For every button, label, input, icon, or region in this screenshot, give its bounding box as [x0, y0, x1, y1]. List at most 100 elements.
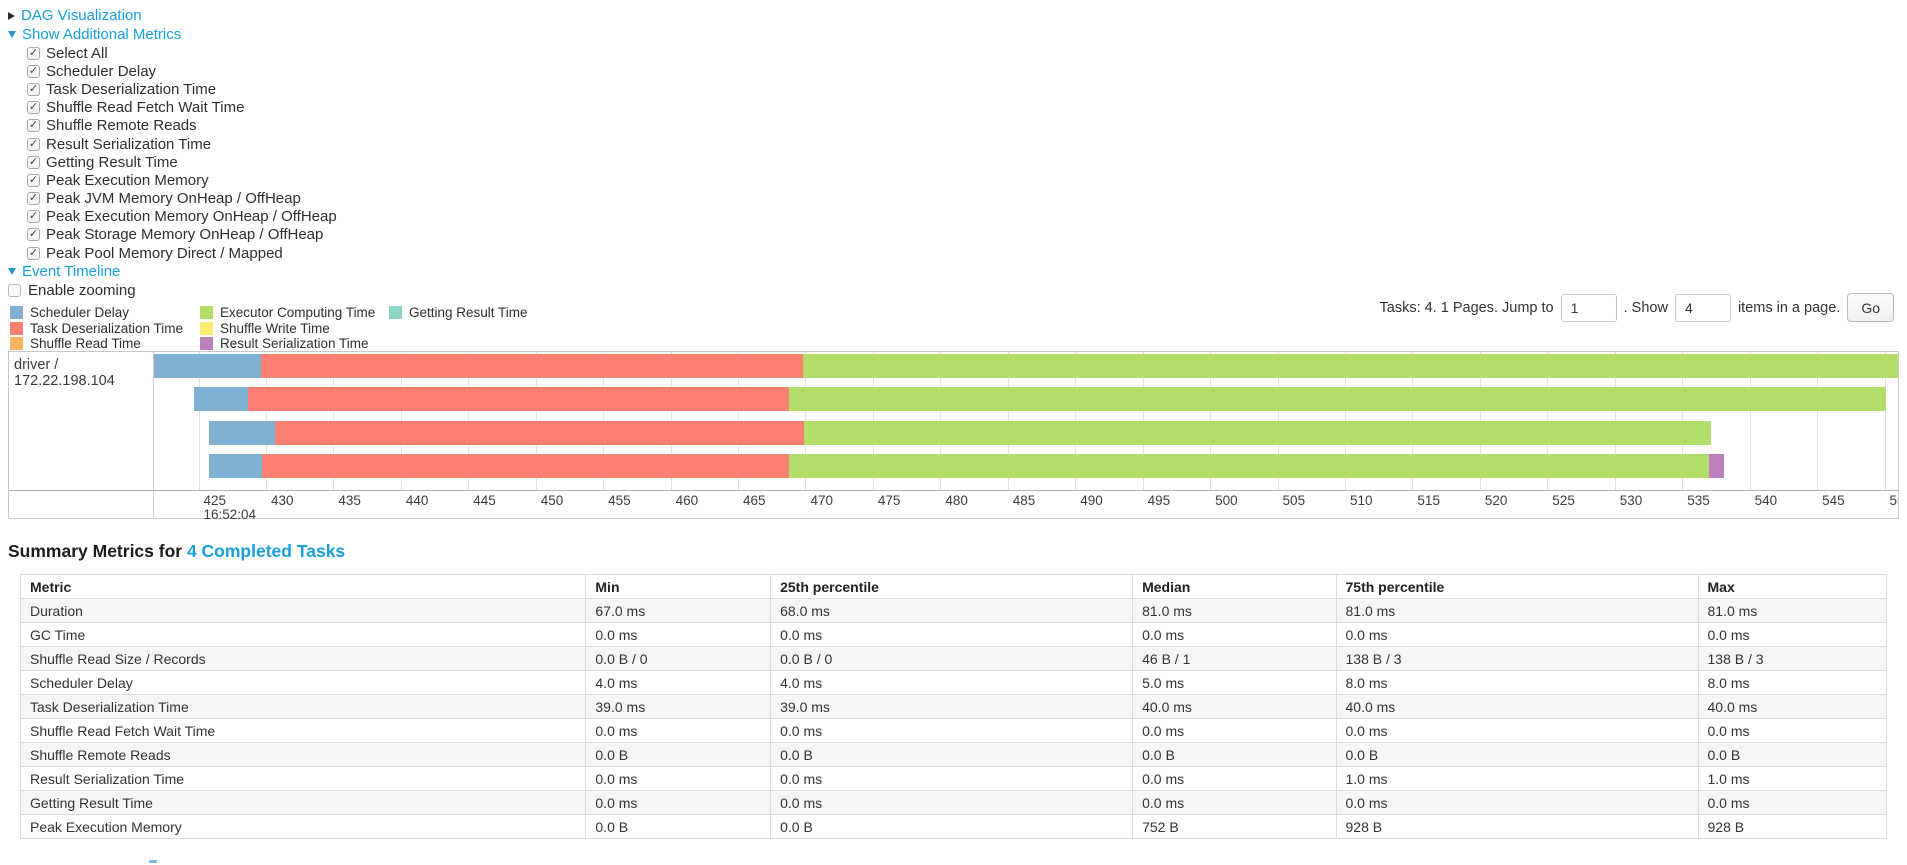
legend-item: Task Deserialization Time: [10, 321, 200, 336]
task-bar-segment[interactable]: [260, 354, 803, 379]
checkbox-icon[interactable]: ✓: [27, 64, 40, 78]
task-bar-segment[interactable]: [802, 354, 1898, 379]
task-bar-segment[interactable]: [248, 387, 790, 412]
checkbox-icon[interactable]: ✓: [27, 155, 40, 169]
metric-value-cell: 0.0 ms: [1697, 718, 1887, 744]
task-bar-segment[interactable]: [209, 421, 276, 446]
metric-checkbox-item[interactable]: ✓ Shuffle Remote Reads: [27, 117, 1907, 135]
table-row: Task Deserialization Time 39.0 ms 39.0 ms 4…: [19, 694, 1887, 720]
metric-value-cell: 0.0 B: [770, 814, 1134, 840]
legend-item-label: Task Deserialization Time: [30, 320, 184, 336]
event-timeline-toggle[interactable]: Event Timeline: [0, 262, 1907, 281]
checkbox-icon[interactable]: ✓: [27, 228, 40, 242]
metric-value-cell: 928 B: [1697, 814, 1887, 840]
metric-value-cell: 0.0 ms: [585, 718, 772, 744]
metric-value-cell: 0.0 B / 0: [770, 646, 1134, 672]
task-bar-segment[interactable]: [209, 454, 262, 479]
metric-checkbox-item[interactable]: ✓ Result Serialization Time: [27, 135, 1907, 153]
page-size-input[interactable]: [1674, 293, 1731, 322]
enable-zooming-label: Enable zooming: [28, 281, 136, 299]
jump-to-page-input[interactable]: [1560, 293, 1617, 322]
event-timeline-link[interactable]: Event Timeline: [22, 263, 121, 281]
dag-visualization-toggle[interactable]: DAG Visualization: [0, 6, 1907, 25]
task-bar-segment[interactable]: [789, 387, 1886, 412]
axis-tick-label: 485: [1012, 493, 1036, 509]
checkbox-icon[interactable]: ✓: [27, 101, 40, 115]
axis-tick-label: 445: [473, 493, 496, 509]
task-bar-segment[interactable]: [154, 354, 261, 379]
metric-checkbox-item[interactable]: ✓ Peak Execution Memory: [27, 171, 1907, 189]
table-row: Peak Execution Memory 0.0 B 0.0 B 752 B 928 …: [19, 814, 1887, 840]
go-button[interactable]: Go: [1847, 293, 1894, 323]
metric-value-cell: 39.0 ms: [770, 694, 1134, 720]
column-header: Median: [1132, 574, 1337, 600]
legend-item-label: Executor Computing Time: [220, 305, 376, 321]
metric-name-cell: Result Serialization Time: [19, 766, 587, 792]
summary-title-text: Summary Metrics for: [8, 541, 187, 562]
metric-checkbox-item[interactable]: ✓ Scheduler Delay: [27, 62, 1907, 80]
metric-name-cell: Shuffle Remote Reads: [19, 742, 587, 768]
task-bar-segment[interactable]: [275, 421, 805, 446]
metric-checkbox-item[interactable]: ✓ Peak Pool Memory Direct / Mapped: [27, 244, 1907, 262]
checkbox-icon[interactable]: ✓: [27, 137, 40, 151]
completed-tasks-link[interactable]: 4 Completed Tasks: [186, 541, 346, 562]
legend-swatch-icon: [10, 306, 23, 320]
metric-checkbox-label: Peak Execution Memory OnHeap / OffHeap: [46, 208, 337, 226]
checkbox-icon[interactable]: ✓: [27, 46, 40, 60]
table-row: GC Time 0.0 ms 0.0 ms 0.0 ms 0.0 ms 0.0 ms: [19, 622, 1887, 648]
checkbox-icon[interactable]: ✓: [27, 173, 40, 187]
metric-value-cell: 0.0 B: [585, 742, 772, 768]
metric-checkbox-item[interactable]: ✓ Peak JVM Memory OnHeap / OffHeap: [27, 190, 1907, 208]
dag-visualization-link[interactable]: DAG Visualization: [21, 7, 142, 24]
legend-swatch-icon: [10, 321, 23, 335]
task-bar-segment[interactable]: [804, 421, 1711, 446]
metric-checkbox-label: Shuffle Read Fetch Wait Time: [46, 99, 245, 117]
summary-metrics-table: Metric Min 25th percentile Median 75th perce…: [19, 574, 1887, 840]
metric-value-cell: 0.0 ms: [1697, 622, 1887, 648]
checkbox-icon[interactable]: ✓: [27, 210, 40, 224]
event-timeline-chart: driver / 172.22.198.104 425 430 435 440 445 4…: [8, 351, 1899, 520]
checkbox-icon[interactable]: ✓: [27, 246, 40, 260]
axis-tick-label: 425: [203, 493, 227, 509]
metric-checkbox-item[interactable]: ✓ Peak Execution Memory OnHeap / OffHeap: [27, 208, 1907, 226]
metric-checkbox-label: Scheduler Delay: [46, 62, 157, 80]
metric-checkbox-label: Peak JVM Memory OnHeap / OffHeap: [46, 190, 301, 208]
task-bar-segment[interactable]: [1709, 454, 1724, 479]
metric-value-cell: 40.0 ms: [1132, 694, 1337, 720]
show-additional-metrics-link[interactable]: Show Additional Metrics: [22, 26, 182, 43]
legend-item: Shuffle Write Time: [200, 321, 389, 336]
metric-checkbox-item[interactable]: ✓ Getting Result Time: [27, 153, 1907, 171]
checkbox-icon[interactable]: ✓: [27, 192, 40, 206]
legend-item-label: Getting Result Time: [409, 305, 528, 321]
legend-item-label: Shuffle Read Time: [30, 336, 141, 352]
metric-value-cell: 0.0 ms: [770, 718, 1134, 744]
metric-value-cell: 5.0 ms: [1132, 670, 1337, 696]
task-bar-segment[interactable]: [194, 387, 249, 412]
metric-checkbox-label: Select All: [46, 44, 108, 62]
metric-checkbox-item[interactable]: ✓ Task Deserialization Time: [27, 80, 1907, 98]
timeline-legend: Scheduler Delay Task Deserialization Time…: [10, 305, 528, 351]
metric-name-cell: Duration: [19, 598, 587, 624]
metric-checkbox-item[interactable]: ✓ Shuffle Read Fetch Wait Time: [27, 99, 1907, 117]
metric-value-cell: 0.0 ms: [1335, 622, 1699, 648]
checkbox-icon[interactable]: ✓: [27, 82, 40, 96]
checkbox-icon[interactable]: ✓: [27, 119, 40, 133]
legend-column: Executor Computing Time Shuffle Write Tim…: [200, 305, 389, 351]
task-bar-segment[interactable]: [789, 454, 1710, 479]
enable-zooming-checkbox[interactable]: ✓: [8, 283, 21, 297]
axis-tick-label: 545: [1822, 493, 1845, 509]
collapsed-arrow-icon: [8, 11, 15, 20]
enable-zooming-row[interactable]: ✓ Enable zooming: [0, 281, 1907, 299]
spark-stage-page: DAG Visualization Show Additional Metric…: [0, 6, 1907, 863]
axis-tick-label: 470: [810, 493, 833, 509]
x-axis-labels: 425 430 435 440 445 450 455 460 465 470 475 480 485 4…: [154, 491, 1899, 519]
task-bar-segment[interactable]: [261, 454, 790, 479]
metric-value-cell: 752 B: [1132, 814, 1337, 840]
metric-name-cell: Shuffle Read Size / Records: [19, 646, 587, 672]
table-row: Duration 67.0 ms 68.0 ms 81.0 ms 81.0 ms 81.0…: [19, 598, 1887, 624]
legend-item-label: Result Serialization Time: [220, 336, 369, 352]
show-additional-metrics-toggle[interactable]: Show Additional Metrics: [0, 25, 1907, 44]
metric-checkbox-item[interactable]: ✓ Select All: [27, 44, 1907, 62]
metric-checkbox-label: Getting Result Time: [46, 153, 178, 171]
metric-checkbox-item[interactable]: ✓ Peak Storage Memory OnHeap / OffHeap: [27, 226, 1907, 244]
